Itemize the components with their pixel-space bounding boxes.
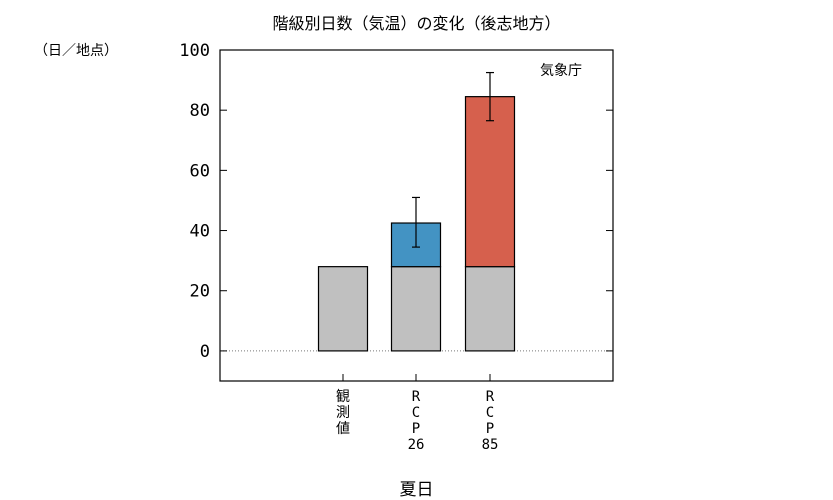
y-tick-label: 60	[190, 161, 210, 181]
bar-base-segment	[317, 266, 369, 352]
x-tick-label: R	[412, 389, 421, 405]
y-tick-label: 20	[190, 282, 210, 302]
y-axis-unit-label: （日／地点）	[34, 43, 118, 59]
x-tick-label: 85	[482, 437, 499, 453]
y-tick-label: 40	[190, 222, 210, 242]
y-tick-label: 80	[190, 101, 210, 121]
y-tick-label: 0	[200, 342, 210, 362]
x-tick-label: P	[412, 421, 420, 437]
x-tick-label: P	[486, 421, 494, 437]
x-tick-label: C	[412, 405, 420, 421]
x-tick-label: R	[486, 389, 495, 405]
bar-base-segment	[464, 266, 516, 352]
x-tick-label: 観	[336, 388, 350, 405]
x-tick-label: 値	[336, 421, 350, 437]
x-group-label: 夏日	[399, 480, 434, 500]
chart-title: 階級別日数（気温）の変化（後志地方）	[272, 14, 561, 33]
y-tick-label: 100	[179, 41, 210, 61]
x-tick-label: 測	[336, 405, 350, 421]
x-tick-label: 26	[408, 437, 425, 453]
x-tick-label: C	[486, 405, 494, 421]
bar-increase-segment	[464, 96, 516, 268]
source-label: 気象庁	[540, 63, 582, 79]
bar-base-segment	[390, 266, 442, 352]
